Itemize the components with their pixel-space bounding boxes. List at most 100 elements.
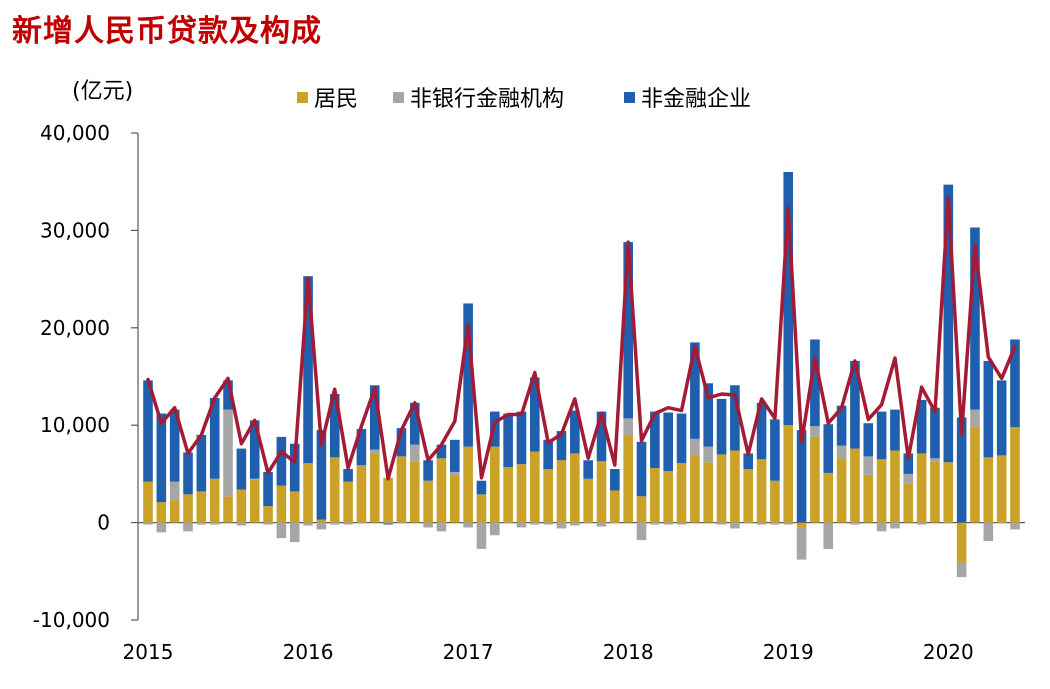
bar-segment-corporate — [690, 342, 700, 439]
bar-segment-nonbank — [570, 522, 580, 526]
bar-segment-household — [383, 477, 393, 523]
bar-segment-household — [516, 464, 527, 523]
bar-segment-nonbank — [356, 522, 367, 524]
bar-segment-household — [409, 461, 420, 523]
bar-segment-corporate — [610, 469, 620, 491]
bar-segment-nonbank — [783, 522, 794, 525]
bar-segment-household — [463, 446, 473, 523]
bar-segment-corporate — [863, 423, 874, 457]
total-line-group — [146, 195, 1017, 481]
bar-segment-household — [489, 446, 500, 523]
bar-segment-nonbank — [169, 481, 180, 501]
bar-segment-household — [863, 474, 874, 523]
legend-label: 非银行金融机构 — [410, 87, 564, 112]
y-tick-label: -10,000 — [33, 608, 110, 632]
bar-segment-nonbank — [690, 438, 700, 456]
bar-segment-corporate — [570, 410, 580, 454]
y-tick-label: 20,000 — [40, 316, 110, 340]
bar-segment-nonbank — [636, 522, 647, 541]
bar-segment-nonbank — [543, 522, 553, 525]
bar-segment-household — [596, 461, 607, 523]
bar-segment-corporate — [236, 448, 247, 490]
bar-segment-household — [276, 485, 287, 523]
bar-segment-household — [756, 459, 767, 523]
bar-segment-household — [143, 481, 153, 523]
bar-segment-household — [556, 460, 567, 523]
bar-segment-nonbank — [610, 522, 620, 524]
bar-segment-corporate — [623, 242, 633, 419]
bar-segment-corporate — [636, 441, 647, 497]
bar-segment-nonbank — [836, 445, 847, 459]
bar-segment-household — [156, 502, 167, 523]
bar-segment-nonbank — [823, 522, 834, 549]
bar-segment-household — [223, 496, 233, 523]
bar-segment-corporate — [356, 429, 367, 466]
bar-segment-corporate — [503, 413, 513, 468]
bar-segment-household — [890, 450, 900, 523]
bar-segment-corporate — [423, 460, 433, 481]
bar-segment-corporate — [783, 171, 794, 426]
x-tick-label: 2020 — [923, 640, 974, 664]
bar-segment-nonbank — [583, 522, 593, 524]
bar-segment-household — [196, 491, 207, 523]
bar-segment-household — [476, 494, 487, 523]
bar-segment-corporate — [810, 339, 820, 427]
bar-segment-nonbank — [409, 444, 420, 462]
bar-segment-nonbank — [503, 522, 513, 524]
bar-segment-nonbank — [876, 522, 887, 532]
bar-segment-corporate — [743, 453, 754, 470]
bar-segment-household — [303, 463, 313, 523]
legend: 居民 非银行金融机构 非金融企业 — [297, 87, 751, 112]
x-axis: 2015 2016 2017 2018 2019 2020 — [123, 521, 1025, 664]
bar-segment-nonbank — [276, 522, 287, 539]
bar-segment-nonbank — [223, 409, 233, 497]
bar-segment-nonbank — [703, 446, 714, 463]
bar-segment-nonbank — [970, 409, 980, 428]
bar-segment-nonbank — [650, 522, 660, 525]
y-tick-label: 30,000 — [40, 218, 110, 242]
bar-segment-nonbank — [196, 522, 207, 525]
bar-segment-nonbank — [436, 522, 447, 532]
bar-segment-corporate — [436, 444, 447, 459]
bar-segment-household — [956, 522, 967, 563]
bar-segment-household — [996, 455, 1007, 523]
bar-segment-household — [356, 465, 367, 523]
bar-segment-household — [823, 472, 834, 523]
bar-segment-household — [903, 483, 914, 523]
bar-segment-nonbank — [810, 426, 820, 437]
bar-segment-corporate — [756, 402, 767, 460]
bar-segment-household — [263, 506, 273, 523]
bar-segment-corporate — [169, 409, 180, 482]
bar-segment-corporate — [583, 460, 593, 479]
unit-label: (亿元) — [72, 79, 133, 104]
bar-segment-nonbank — [743, 522, 754, 524]
y-tick-label: 40,000 — [40, 121, 110, 145]
bar-segment-corporate — [156, 413, 167, 503]
bar-segment-corporate — [209, 397, 220, 479]
bar-segment-corporate — [409, 402, 420, 445]
bar-segment-nonbank — [623, 418, 633, 435]
bar-segment-household — [663, 470, 674, 523]
bar-segment-nonbank — [903, 473, 914, 484]
bar-segment-corporate — [836, 405, 847, 446]
bar-segment-household — [876, 459, 887, 523]
bar-segment-corporate — [530, 377, 540, 452]
bar-segment-nonbank — [303, 522, 313, 526]
bar-segment-nonbank — [770, 522, 780, 525]
x-tick-label: 2019 — [763, 640, 814, 664]
bar-segment-corporate — [730, 385, 740, 451]
bar-segment-household — [316, 519, 327, 523]
legend-swatch — [393, 92, 404, 103]
bar-segment-nonbank — [1010, 522, 1020, 530]
bar-segment-corporate — [249, 420, 260, 479]
bar-segment-corporate — [663, 412, 674, 471]
bar-segment-household — [610, 490, 620, 523]
bar-segment-corporate — [463, 303, 473, 447]
bar-segment-corporate — [596, 411, 607, 462]
bar-segment-corporate — [276, 436, 287, 486]
bar-segment-corporate — [983, 360, 994, 458]
bar-segment-corporate — [956, 417, 967, 523]
x-tick-label: 2015 — [123, 640, 174, 664]
bar-segment-nonbank — [476, 522, 487, 549]
